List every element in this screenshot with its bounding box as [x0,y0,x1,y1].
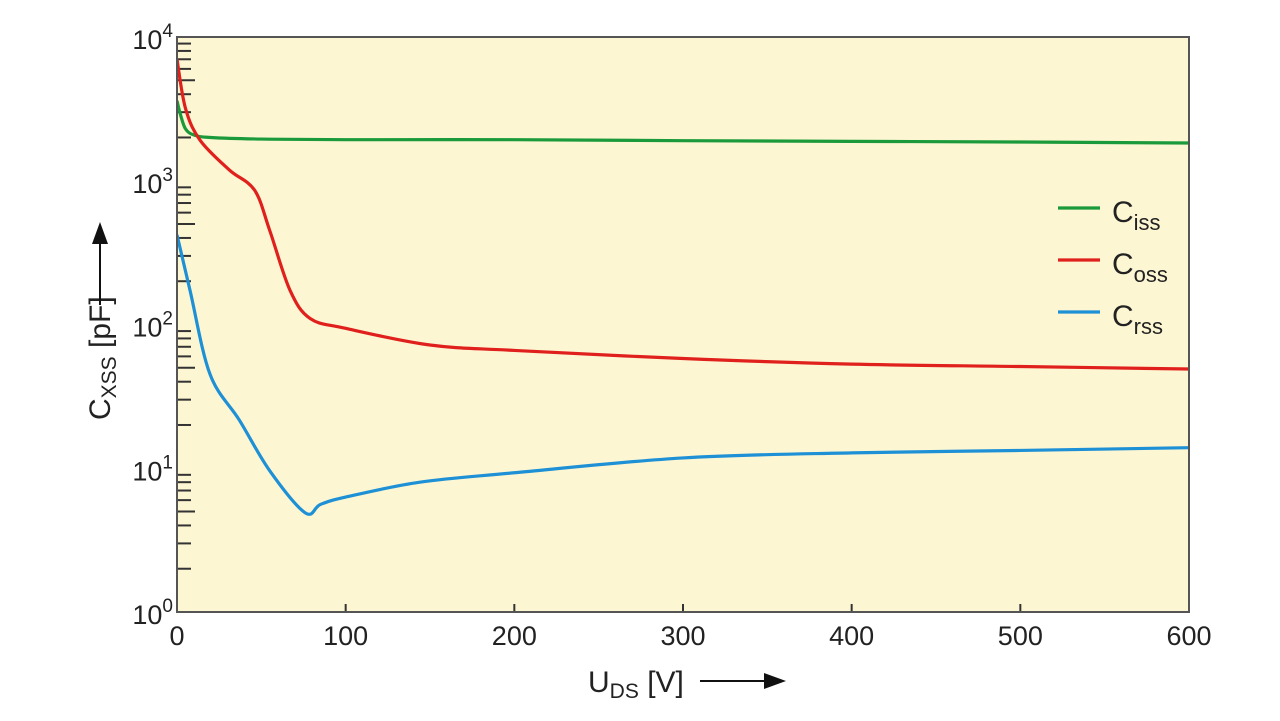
x-axis-label: UDS [V] [588,666,684,703]
legend-label: Crss [1112,300,1163,339]
series-line-Coss [177,58,1189,371]
x-tick-label: 400 [829,621,874,651]
legend-label: Coss [1112,248,1168,287]
series-line-Crss [177,234,1189,516]
x-tick-label: 600 [1166,621,1211,651]
y-axis-label: CXSS [pF] [84,296,121,420]
series-line-Ciss [177,100,1189,145]
y-tick-label: 103 [132,165,173,199]
y-tick-label: 104 [132,21,173,55]
plot-frame [176,36,1190,613]
x-tick-label: 300 [660,621,705,651]
x-tick-label: 200 [492,621,537,651]
x-tick-label: 0 [169,621,184,651]
x-axis-arrow-head [764,673,786,689]
x-tick-label: 100 [323,621,368,651]
y-tick-label: 102 [132,309,173,343]
y-tick-label: 100 [132,596,173,630]
x-tick-label: 500 [998,621,1043,651]
legend-label: Ciss [1112,196,1161,235]
y-axis-label-group: CXSS [pF] [84,296,121,420]
plot-background [177,37,1189,612]
y-axis-arrow-head [92,222,108,244]
y-tick-label: 101 [132,452,173,486]
